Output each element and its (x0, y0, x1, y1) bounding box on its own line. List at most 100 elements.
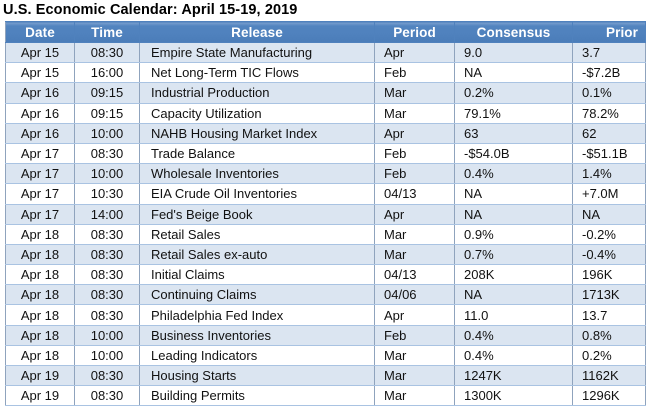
cell-prior: 13.7 (572, 304, 646, 326)
cell-consensus: 0.9% (454, 223, 573, 245)
cell-period: Apr (374, 203, 455, 225)
cell-prior: -0.2% (572, 223, 646, 245)
cell-release: Business Inventories (139, 324, 375, 346)
table-row: Apr 18 08:30 Philadelphia Fed Index Apr 11.0… (5, 304, 646, 326)
cell-prior: 78.2% (572, 102, 646, 124)
cell-period: Feb (374, 142, 455, 165)
cell-date: Apr 18 (5, 243, 75, 266)
table-row: Apr 17 14:00 Fed's Beige Book Apr NA NA (5, 203, 646, 225)
table-row: Apr 18 08:30 Continuing Claims 04/06 NA 1713K (5, 284, 646, 306)
cell-consensus: NA (454, 284, 573, 306)
cell-period: Mar (374, 344, 455, 367)
cell-release: Housing Starts (139, 364, 375, 387)
cell-time: 10:00 (74, 324, 140, 346)
cell-consensus: -$54.0B (454, 142, 573, 165)
cell-period: Apr (374, 304, 455, 326)
column-header-period: Period (374, 21, 455, 43)
cell-prior: 3.7 (572, 41, 646, 64)
cell-prior: 1296K (572, 385, 646, 407)
cell-consensus: 0.7% (454, 243, 573, 266)
table-row: Apr 16 09:15 Capacity Utilization Mar 79.1% 7… (5, 102, 646, 124)
cell-date: Apr 16 (5, 82, 75, 104)
cell-period: Mar (374, 223, 455, 245)
cell-period: Feb (374, 324, 455, 346)
cell-release: Building Permits (139, 385, 375, 407)
cell-period: Mar (374, 364, 455, 387)
cell-period: 04/13 (374, 183, 455, 205)
cell-prior: NA (572, 203, 646, 225)
cell-date: Apr 18 (5, 284, 75, 306)
cell-prior: 0.2% (572, 344, 646, 367)
cell-date: Apr 18 (5, 223, 75, 245)
cell-consensus: 63 (454, 122, 573, 144)
cell-period: Mar (374, 102, 455, 124)
economic-calendar-table: Date Time Release Period Consensus Prior Apr … (5, 21, 646, 407)
cell-time: 09:15 (74, 102, 140, 124)
table-row: Apr 15 16:00 Net Long-Term TIC Flows Feb NA -… (5, 62, 646, 84)
cell-date: Apr 18 (5, 324, 75, 346)
cell-time: 08:30 (74, 41, 140, 64)
cell-time: 10:00 (74, 163, 140, 185)
cell-date: Apr 17 (5, 203, 75, 225)
cell-consensus: 208K (454, 264, 573, 286)
cell-date: Apr 18 (5, 344, 75, 367)
cell-time: 10:30 (74, 183, 140, 205)
cell-time: 08:30 (74, 223, 140, 245)
cell-consensus: NA (454, 203, 573, 225)
table-row: Apr 18 08:30 Initial Claims 04/13 208K 196K (5, 264, 646, 286)
cell-consensus: 1300K (454, 385, 573, 407)
cell-prior: -$51.1B (572, 142, 646, 165)
cell-prior: 1713K (572, 284, 646, 306)
cell-consensus: NA (454, 183, 573, 205)
cell-period: 04/06 (374, 284, 455, 306)
cell-period: Apr (374, 122, 455, 144)
cell-consensus: 0.4% (454, 324, 573, 346)
table-row: Apr 18 08:30 Retail Sales Mar 0.9% -0.2% (5, 223, 646, 245)
header-row: Date Time Release Period Consensus Prior (5, 21, 646, 43)
cell-prior: 0.8% (572, 324, 646, 346)
cell-release: Fed's Beige Book (139, 203, 375, 225)
column-header-date: Date (5, 21, 75, 43)
cell-consensus: 0.2% (454, 82, 573, 104)
cell-time: 08:30 (74, 264, 140, 286)
cell-time: 08:30 (74, 284, 140, 306)
cell-release: Capacity Utilization (139, 102, 375, 124)
cell-prior: -0.4% (572, 243, 646, 266)
cell-release: Initial Claims (139, 264, 375, 286)
cell-time: 14:00 (74, 203, 140, 225)
cell-time: 10:00 (74, 344, 140, 367)
cell-date: Apr 19 (5, 385, 75, 407)
cell-time: 08:30 (74, 385, 140, 407)
cell-prior: -$7.2B (572, 62, 646, 84)
cell-consensus: NA (454, 62, 573, 84)
cell-consensus: 9.0 (454, 41, 573, 64)
table-row: Apr 18 08:30 Retail Sales ex-auto Mar 0.7% -0… (5, 243, 646, 266)
cell-time: 08:30 (74, 142, 140, 165)
table-body: Apr 15 08:30 Empire State Manufacturing Apr… (5, 41, 646, 407)
cell-release: Philadelphia Fed Index (139, 304, 375, 326)
table-row: Apr 19 08:30 Housing Starts Mar 1247K 1162K (5, 364, 646, 387)
cell-period: Feb (374, 62, 455, 84)
cell-time: 08:30 (74, 364, 140, 387)
table-row: Apr 17 10:30 EIA Crude Oil Inventories 04/1… (5, 183, 646, 205)
cell-date: Apr 15 (5, 41, 75, 64)
cell-time: 10:00 (74, 122, 140, 144)
cell-release: Wholesale Inventories (139, 163, 375, 185)
cell-release: Retail Sales ex-auto (139, 243, 375, 266)
cell-period: Mar (374, 385, 455, 407)
cell-date: Apr 18 (5, 304, 75, 326)
cell-time: 09:15 (74, 82, 140, 104)
table-row: Apr 18 10:00 Leading Indicators Mar 0.4% 0.2% (5, 344, 646, 367)
table-row: Apr 17 10:00 Wholesale Inventories Feb 0.4% 1… (5, 163, 646, 185)
cell-period: Feb (374, 163, 455, 185)
cell-period: Mar (374, 82, 455, 104)
cell-time: 08:30 (74, 304, 140, 326)
cell-period: Mar (374, 243, 455, 266)
cell-release: Continuing Claims (139, 284, 375, 306)
cell-time: 16:00 (74, 62, 140, 84)
cell-date: Apr 18 (5, 264, 75, 286)
cell-prior: 0.1% (572, 82, 646, 104)
table-row: Apr 18 10:00 Business Inventories Feb 0.4% 0.… (5, 324, 646, 346)
cell-prior: 62 (572, 122, 646, 144)
